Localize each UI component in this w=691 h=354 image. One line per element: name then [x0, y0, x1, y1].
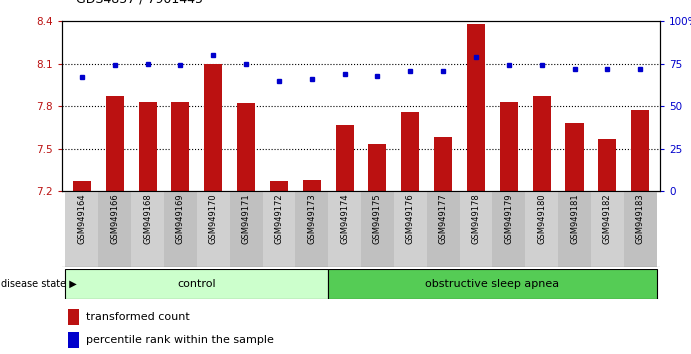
Bar: [229, 191, 263, 267]
Bar: [427, 191, 460, 267]
Bar: [565, 123, 583, 191]
Bar: [68, 332, 79, 348]
Bar: [467, 24, 485, 191]
Bar: [361, 191, 394, 267]
Bar: [205, 64, 223, 191]
Text: GSM949179: GSM949179: [504, 193, 513, 244]
Bar: [66, 269, 328, 299]
Text: GSM949173: GSM949173: [307, 193, 316, 244]
Bar: [434, 137, 452, 191]
Bar: [368, 144, 386, 191]
Text: control: control: [178, 279, 216, 289]
Bar: [73, 181, 91, 191]
Bar: [394, 191, 427, 267]
Bar: [303, 180, 321, 191]
Bar: [591, 191, 624, 267]
Text: GSM949174: GSM949174: [340, 193, 349, 244]
Text: obstructive sleep apnea: obstructive sleep apnea: [426, 279, 560, 289]
Bar: [598, 139, 616, 191]
Bar: [263, 191, 295, 267]
Bar: [106, 96, 124, 191]
Bar: [68, 309, 79, 325]
Text: GSM949171: GSM949171: [242, 193, 251, 244]
Bar: [336, 125, 354, 191]
Text: GSM949170: GSM949170: [209, 193, 218, 244]
Text: GSM949172: GSM949172: [274, 193, 283, 244]
Text: GSM949164: GSM949164: [77, 193, 86, 244]
Text: GSM949168: GSM949168: [143, 193, 152, 244]
Bar: [171, 102, 189, 191]
Text: GSM949176: GSM949176: [406, 193, 415, 244]
Text: disease state ▶: disease state ▶: [1, 279, 77, 289]
Bar: [197, 191, 229, 267]
Text: GSM949178: GSM949178: [471, 193, 480, 244]
Bar: [624, 191, 656, 267]
Bar: [401, 112, 419, 191]
Bar: [525, 191, 558, 267]
Bar: [493, 191, 525, 267]
Bar: [533, 96, 551, 191]
Text: GSM949181: GSM949181: [570, 193, 579, 244]
Bar: [131, 191, 164, 267]
Text: GSM949180: GSM949180: [537, 193, 546, 244]
Bar: [98, 191, 131, 267]
Bar: [500, 102, 518, 191]
Bar: [66, 191, 98, 267]
Bar: [558, 191, 591, 267]
Bar: [139, 102, 157, 191]
Text: percentile rank within the sample: percentile rank within the sample: [86, 335, 274, 346]
Bar: [164, 191, 197, 267]
Bar: [295, 191, 328, 267]
Bar: [328, 269, 656, 299]
Text: GSM949177: GSM949177: [439, 193, 448, 244]
Text: GDS4857 / 7901445: GDS4857 / 7901445: [76, 0, 203, 5]
Bar: [460, 191, 493, 267]
Text: GSM949175: GSM949175: [373, 193, 382, 244]
Text: GSM949183: GSM949183: [636, 193, 645, 244]
Bar: [328, 191, 361, 267]
Text: transformed count: transformed count: [86, 312, 190, 322]
Bar: [270, 181, 288, 191]
Text: GSM949166: GSM949166: [111, 193, 120, 244]
Text: GSM949182: GSM949182: [603, 193, 612, 244]
Text: GSM949169: GSM949169: [176, 193, 185, 244]
Bar: [237, 103, 255, 191]
Bar: [631, 110, 650, 191]
